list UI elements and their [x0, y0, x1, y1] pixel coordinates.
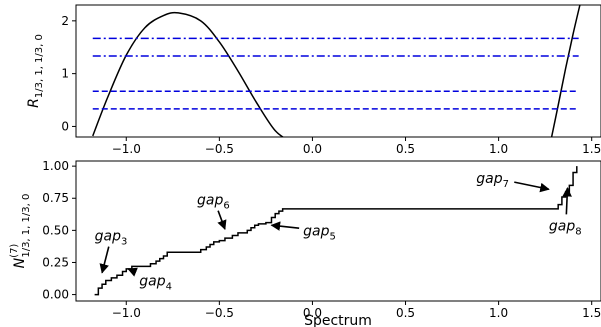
top-y-axis-label-main: R [26, 98, 42, 108]
annotation-arrow-gap-5 [270, 221, 300, 231]
annotation-arrow-gap-7 [514, 181, 550, 193]
bottom-x-tick-label: 1.5 [582, 306, 601, 320]
top-x-tick-label: −0.5 [205, 142, 234, 156]
annotation-gap-5-sub: 5 [329, 231, 335, 242]
annotation-gap-4-sub: 4 [166, 282, 172, 293]
annotation-gap-8-sub: 8 [575, 226, 581, 237]
bottom-y-axis-label-sup: (7) [9, 244, 20, 258]
annotation-arrow-gap-4 [127, 267, 138, 277]
top-x-tick-label: 0.0 [303, 142, 322, 156]
annotation-gap-7: gap7 [476, 171, 509, 190]
annotation-gap-6: gap6 [197, 193, 230, 212]
top-y-axis-label: R1/3, 1, 1/3, 0 [26, 34, 45, 108]
top-axes-frame [75, 4, 601, 138]
annotation-arrow-gap-8 [562, 187, 572, 215]
annotation-arrow-gap-3 [99, 246, 110, 274]
annotation-gap-3-sub: 3 [121, 237, 127, 248]
bottom-y-axis-label-sub: 1/3, 1, 1/3, 0 [21, 194, 32, 258]
bottom-x-tick-label: 1.0 [489, 306, 508, 320]
annotation-gap-5: gap5 [303, 223, 336, 242]
bottom-y-tick-label: 0.25 [42, 255, 69, 269]
bottom-y-tick-label: 0.50 [42, 223, 69, 237]
annotation-gap-7-label: gap [476, 171, 502, 187]
annotation-gap-3-label: gap [95, 229, 121, 245]
bottom-axes-frame [75, 160, 601, 302]
bottom-x-axis-label: Spectrum [304, 313, 372, 327]
bottom-y-tick-label: 0.75 [42, 191, 69, 205]
top-x-tick-label: 1.0 [489, 142, 508, 156]
bottom-x-tick-label: 0.0 [303, 306, 322, 320]
bottom-series-group [94, 166, 578, 296]
top-series-line-1 [550, 5, 581, 137]
bottom-y-tick-label: 1.00 [42, 159, 69, 173]
bottom-x-tick-label: −1.0 [112, 306, 141, 320]
annotation-gap-7-sub: 7 [503, 179, 509, 190]
bottom-y-axis-label-main: N [12, 257, 28, 268]
bottom-series-line-0 [94, 166, 578, 296]
bottom-x-tick-label: 0.5 [396, 306, 415, 320]
top-x-tick-label: 0.5 [396, 142, 415, 156]
top-series-group [92, 5, 581, 137]
annotation-gap-6-label: gap [197, 193, 223, 209]
top-y-axis-label-sub: 1/3, 1, 1/3, 0 [34, 34, 45, 98]
bottom-x-tick-label: −0.5 [205, 306, 234, 320]
top-series-line-0 [92, 11, 285, 137]
annotation-gap-5-label: gap [303, 223, 329, 239]
annotation-arrow-gap-6 [217, 210, 227, 230]
bottom-ticks-group: −1.0 −0.5 0.0 0.5 1.0 1.5 0.00 0.25 0.50 0.75 1.00 [42, 159, 601, 320]
top-y-tick-label: 0 [61, 119, 69, 133]
top-x-tick-label: 1.5 [582, 142, 601, 156]
top-x-tick-label: −1.0 [112, 142, 141, 156]
annotation-gap-8: gap8 [549, 218, 582, 237]
bottom-y-tick-label: 0.00 [42, 288, 69, 302]
top-y-tick-label: 1 [61, 67, 69, 81]
annotation-gap-4-label: gap [139, 274, 165, 290]
annotation-gap-8-label: gap [549, 218, 575, 234]
annotation-gap-6-sub: 6 [223, 201, 229, 212]
top-y-tick-label: 2 [61, 14, 69, 28]
bottom-y-axis-label: N(7)1/3, 1, 1/3, 0 [9, 194, 32, 269]
top-ticks-group: −1.0 −0.5 0.0 0.5 1.0 1.5 0 1 2 [61, 14, 601, 156]
annotation-gap-3: gap3 [95, 229, 128, 248]
bottom-panel: −1.0 −0.5 0.0 0.5 1.0 1.5 0.00 0.25 0.50 0.75 1.00… [9, 159, 601, 327]
top-panel: −1.0 −0.5 0.0 0.5 1.0 1.5 0 1 2 R1/3, 1, 1/3, 0 [26, 4, 601, 156]
annotation-gap-4: gap4 [139, 274, 172, 293]
